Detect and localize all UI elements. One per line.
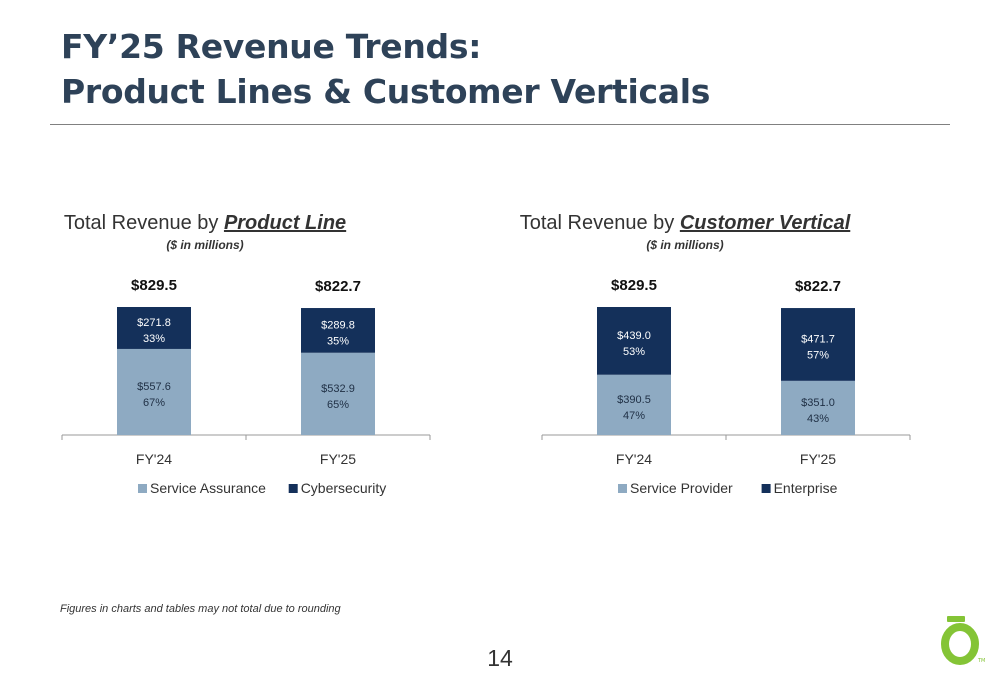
page-title-line-1: FY’25 Revenue Trends: xyxy=(61,27,482,66)
chart-title-prefix: Total Revenue by xyxy=(64,212,224,234)
total-label: $822.7 xyxy=(315,278,361,295)
data-label-percent: 33% xyxy=(143,333,165,345)
data-label: $471.7 xyxy=(801,333,835,345)
total-label: $829.5 xyxy=(611,277,657,294)
legend-entry: Service Assurance xyxy=(150,480,266,496)
page-title-line-2: Product Lines & Customer Verticals xyxy=(61,72,711,111)
data-label: $271.8 xyxy=(137,317,171,329)
chart-svg: Total Revenue by Customer Vertical ($ in … xyxy=(520,212,911,496)
bar-segment xyxy=(781,380,855,435)
x-tick-label: FY'25 xyxy=(800,451,836,467)
data-label: $439.0 xyxy=(617,330,651,342)
bar-segment xyxy=(597,374,671,435)
data-label-percent: 43% xyxy=(807,413,829,425)
legend-swatch xyxy=(761,484,771,493)
data-label-percent: 57% xyxy=(807,349,829,361)
data-label: $351.0 xyxy=(801,397,835,409)
footnote: Figures in charts and tables may not tot… xyxy=(60,603,341,615)
title-divider xyxy=(50,124,950,125)
bar-segment xyxy=(301,308,375,353)
bar-segment xyxy=(301,352,375,435)
legend-entry: Cybersecurity xyxy=(301,480,387,496)
chart-subtitle: ($ in millions) xyxy=(166,238,243,252)
bar-segment xyxy=(117,348,191,435)
chart-title: Total Revenue by Customer Vertical xyxy=(520,212,851,234)
data-label-percent: 47% xyxy=(623,410,645,422)
data-label-percent: 67% xyxy=(143,397,165,409)
bar-segment xyxy=(781,308,855,381)
data-label: $390.5 xyxy=(617,394,651,406)
legend-swatch xyxy=(618,484,627,493)
chart-subtitle: ($ in millions) xyxy=(646,238,723,252)
legend-entry: Enterprise xyxy=(774,480,838,496)
data-label-percent: 53% xyxy=(623,346,645,358)
legend-entry: Service Provider xyxy=(630,480,733,496)
x-tick-label: FY'25 xyxy=(320,451,356,467)
page-number: 14 xyxy=(487,645,513,671)
customer-vertical-chart: Total Revenue by Customer Vertical ($ in … xyxy=(520,200,980,520)
total-label: $822.7 xyxy=(795,278,841,295)
chart-title-emphasis: Customer Vertical xyxy=(680,212,851,234)
bar-segment xyxy=(117,307,191,349)
x-tick-label: FY'24 xyxy=(136,451,172,467)
legend-swatch xyxy=(288,484,298,493)
chart-title-prefix: Total Revenue by xyxy=(520,212,680,234)
page-title: FY’25 Revenue Trends: Product Lines & Cu… xyxy=(61,24,710,114)
bar-segment xyxy=(597,307,671,375)
data-label: $532.9 xyxy=(321,383,355,395)
x-tick-label: FY'24 xyxy=(616,451,652,467)
svg-text:TM: TM xyxy=(977,658,985,664)
chart-title-emphasis: Product Line xyxy=(224,212,346,234)
product-line-chart: Total Revenue by Product Line ($ in milli… xyxy=(40,200,500,520)
total-label: $829.5 xyxy=(131,277,177,294)
chart-svg: Total Revenue by Product Line ($ in milli… xyxy=(61,212,431,496)
data-label-percent: 65% xyxy=(327,399,349,411)
company-logo: TM xyxy=(938,614,988,671)
data-label-percent: 35% xyxy=(327,335,349,347)
chart-title: Total Revenue by Product Line xyxy=(64,212,346,234)
data-label: $289.8 xyxy=(321,319,355,331)
data-label: $557.6 xyxy=(137,381,171,393)
legend-swatch xyxy=(138,484,147,493)
